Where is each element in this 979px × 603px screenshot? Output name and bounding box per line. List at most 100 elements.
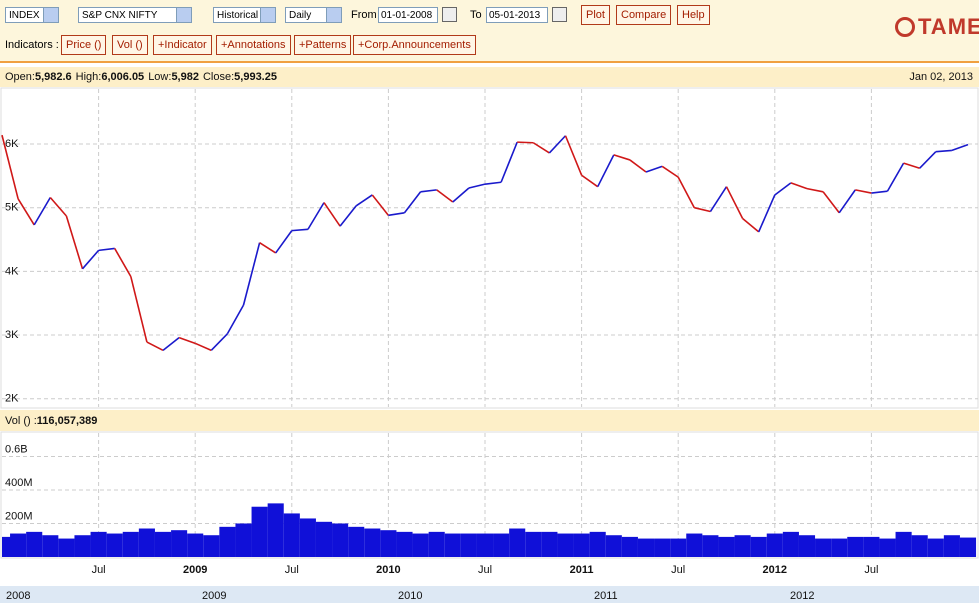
y-tick-label: 2K (5, 393, 19, 405)
price-segment (388, 212, 405, 217)
volume-bar (42, 535, 59, 557)
plot-button[interactable]: Plot (581, 5, 610, 25)
price-segment (162, 336, 180, 351)
volume-bar (10, 533, 27, 557)
y-tick-label: 4K (5, 265, 19, 277)
volume-bar (573, 533, 590, 557)
vol-label: Vol () : (5, 415, 37, 427)
price-segment (355, 194, 373, 207)
price-segment (564, 135, 583, 176)
price-segment (436, 189, 454, 203)
indicator-button[interactable]: +Corp.Announcements (353, 35, 476, 55)
indicators-label: Indicators : (5, 39, 59, 51)
info-value: 5,982.6 (35, 71, 72, 83)
from-label: From (351, 9, 377, 21)
price-segment (629, 159, 647, 173)
price-segment (532, 142, 550, 154)
price-segment (371, 194, 390, 216)
price-info: Open:5,982.6 High:6,006.05 Low:5,982 Close:… (5, 71, 277, 83)
volume-bar (428, 531, 445, 557)
interval-select[interactable]: Daily (285, 7, 342, 23)
price-segment (806, 187, 824, 193)
price-segment (403, 191, 422, 214)
price-segment (484, 181, 502, 185)
volume-bar (847, 536, 864, 557)
volume-bar (509, 528, 526, 557)
price-segment (903, 162, 920, 169)
exchange-select[interactable]: INDEX (5, 7, 59, 23)
price-segment (194, 342, 212, 352)
price-segment (81, 249, 100, 270)
to-input[interactable]: 05-01-2013 (486, 7, 548, 23)
symbol-select[interactable]: S&P CNX NIFTY (78, 7, 192, 23)
price-segment (178, 336, 196, 345)
price-segment (855, 189, 872, 194)
price-segment (130, 276, 148, 343)
info-value: 6,006.05 (101, 71, 144, 83)
price-segment (210, 333, 228, 351)
vol-current: 116,057,389 (37, 415, 98, 427)
volume-bar (782, 531, 799, 557)
compare-button[interactable]: Compare (616, 5, 672, 25)
price-segment (452, 187, 470, 203)
price-segment (323, 202, 341, 227)
mode-select[interactable]: Historical (213, 7, 276, 23)
calendar-icon[interactable] (442, 7, 457, 22)
price-segment (596, 154, 615, 188)
x-tick-label: 2012 (763, 564, 787, 576)
price-segment (242, 242, 261, 306)
volume-bar (766, 533, 783, 557)
volume-bar (718, 536, 735, 557)
indicator-button[interactable]: +Indicator (153, 35, 212, 55)
y-tick-label: 6K (5, 138, 19, 150)
price-segment (146, 341, 164, 352)
price-segment (935, 149, 952, 153)
volume-bar (74, 535, 91, 557)
price-segment (275, 230, 293, 254)
volume-bar (541, 531, 558, 557)
price-segment (725, 186, 744, 219)
info-label: Close: (203, 71, 234, 83)
volume-bar (26, 531, 43, 557)
volume-bar (943, 535, 960, 557)
price-segment (307, 202, 325, 230)
price-segment (98, 247, 115, 252)
volume-bar (702, 535, 719, 557)
price-segment (259, 242, 277, 254)
indicator-button[interactable]: +Patterns (294, 35, 352, 55)
logo-text: TAME (918, 14, 979, 39)
volume-bar (557, 533, 574, 557)
logo-icon (895, 17, 915, 37)
volume-bar (299, 518, 316, 557)
price-segment (517, 141, 534, 144)
volume-bar (525, 531, 542, 557)
volume-bar (637, 538, 655, 557)
navigator-label: 2011 (594, 590, 618, 602)
price-segment (65, 215, 84, 270)
indicator-button[interactable]: Price () (61, 35, 107, 55)
from-input[interactable]: 01-01-2008 (378, 7, 438, 23)
logo: TAME (895, 14, 979, 40)
indicator-button[interactable]: Vol () (112, 35, 148, 55)
volume-bar (863, 536, 880, 557)
volume-bar (734, 535, 751, 557)
volume-bar (283, 513, 300, 557)
price-segment (114, 248, 132, 277)
price-segment (774, 182, 792, 196)
x-tick-label: 2010 (376, 564, 400, 576)
help-button[interactable]: Help (677, 5, 710, 25)
price-panel (0, 87, 979, 409)
volume-bar (412, 533, 429, 557)
price-segment (33, 197, 51, 226)
price-segment (500, 141, 518, 183)
indicator-button[interactable]: +Annotations (216, 35, 291, 55)
navigator-label: 2010 (398, 590, 422, 602)
volume-bar (493, 533, 510, 557)
price-segment (17, 198, 35, 226)
x-tick-label: 2009 (183, 564, 207, 576)
vol-info: Vol () :116,057,389 (5, 415, 97, 427)
navigator-label: 2009 (202, 590, 226, 602)
calendar-icon[interactable] (552, 7, 567, 22)
volume-bar (798, 535, 816, 557)
